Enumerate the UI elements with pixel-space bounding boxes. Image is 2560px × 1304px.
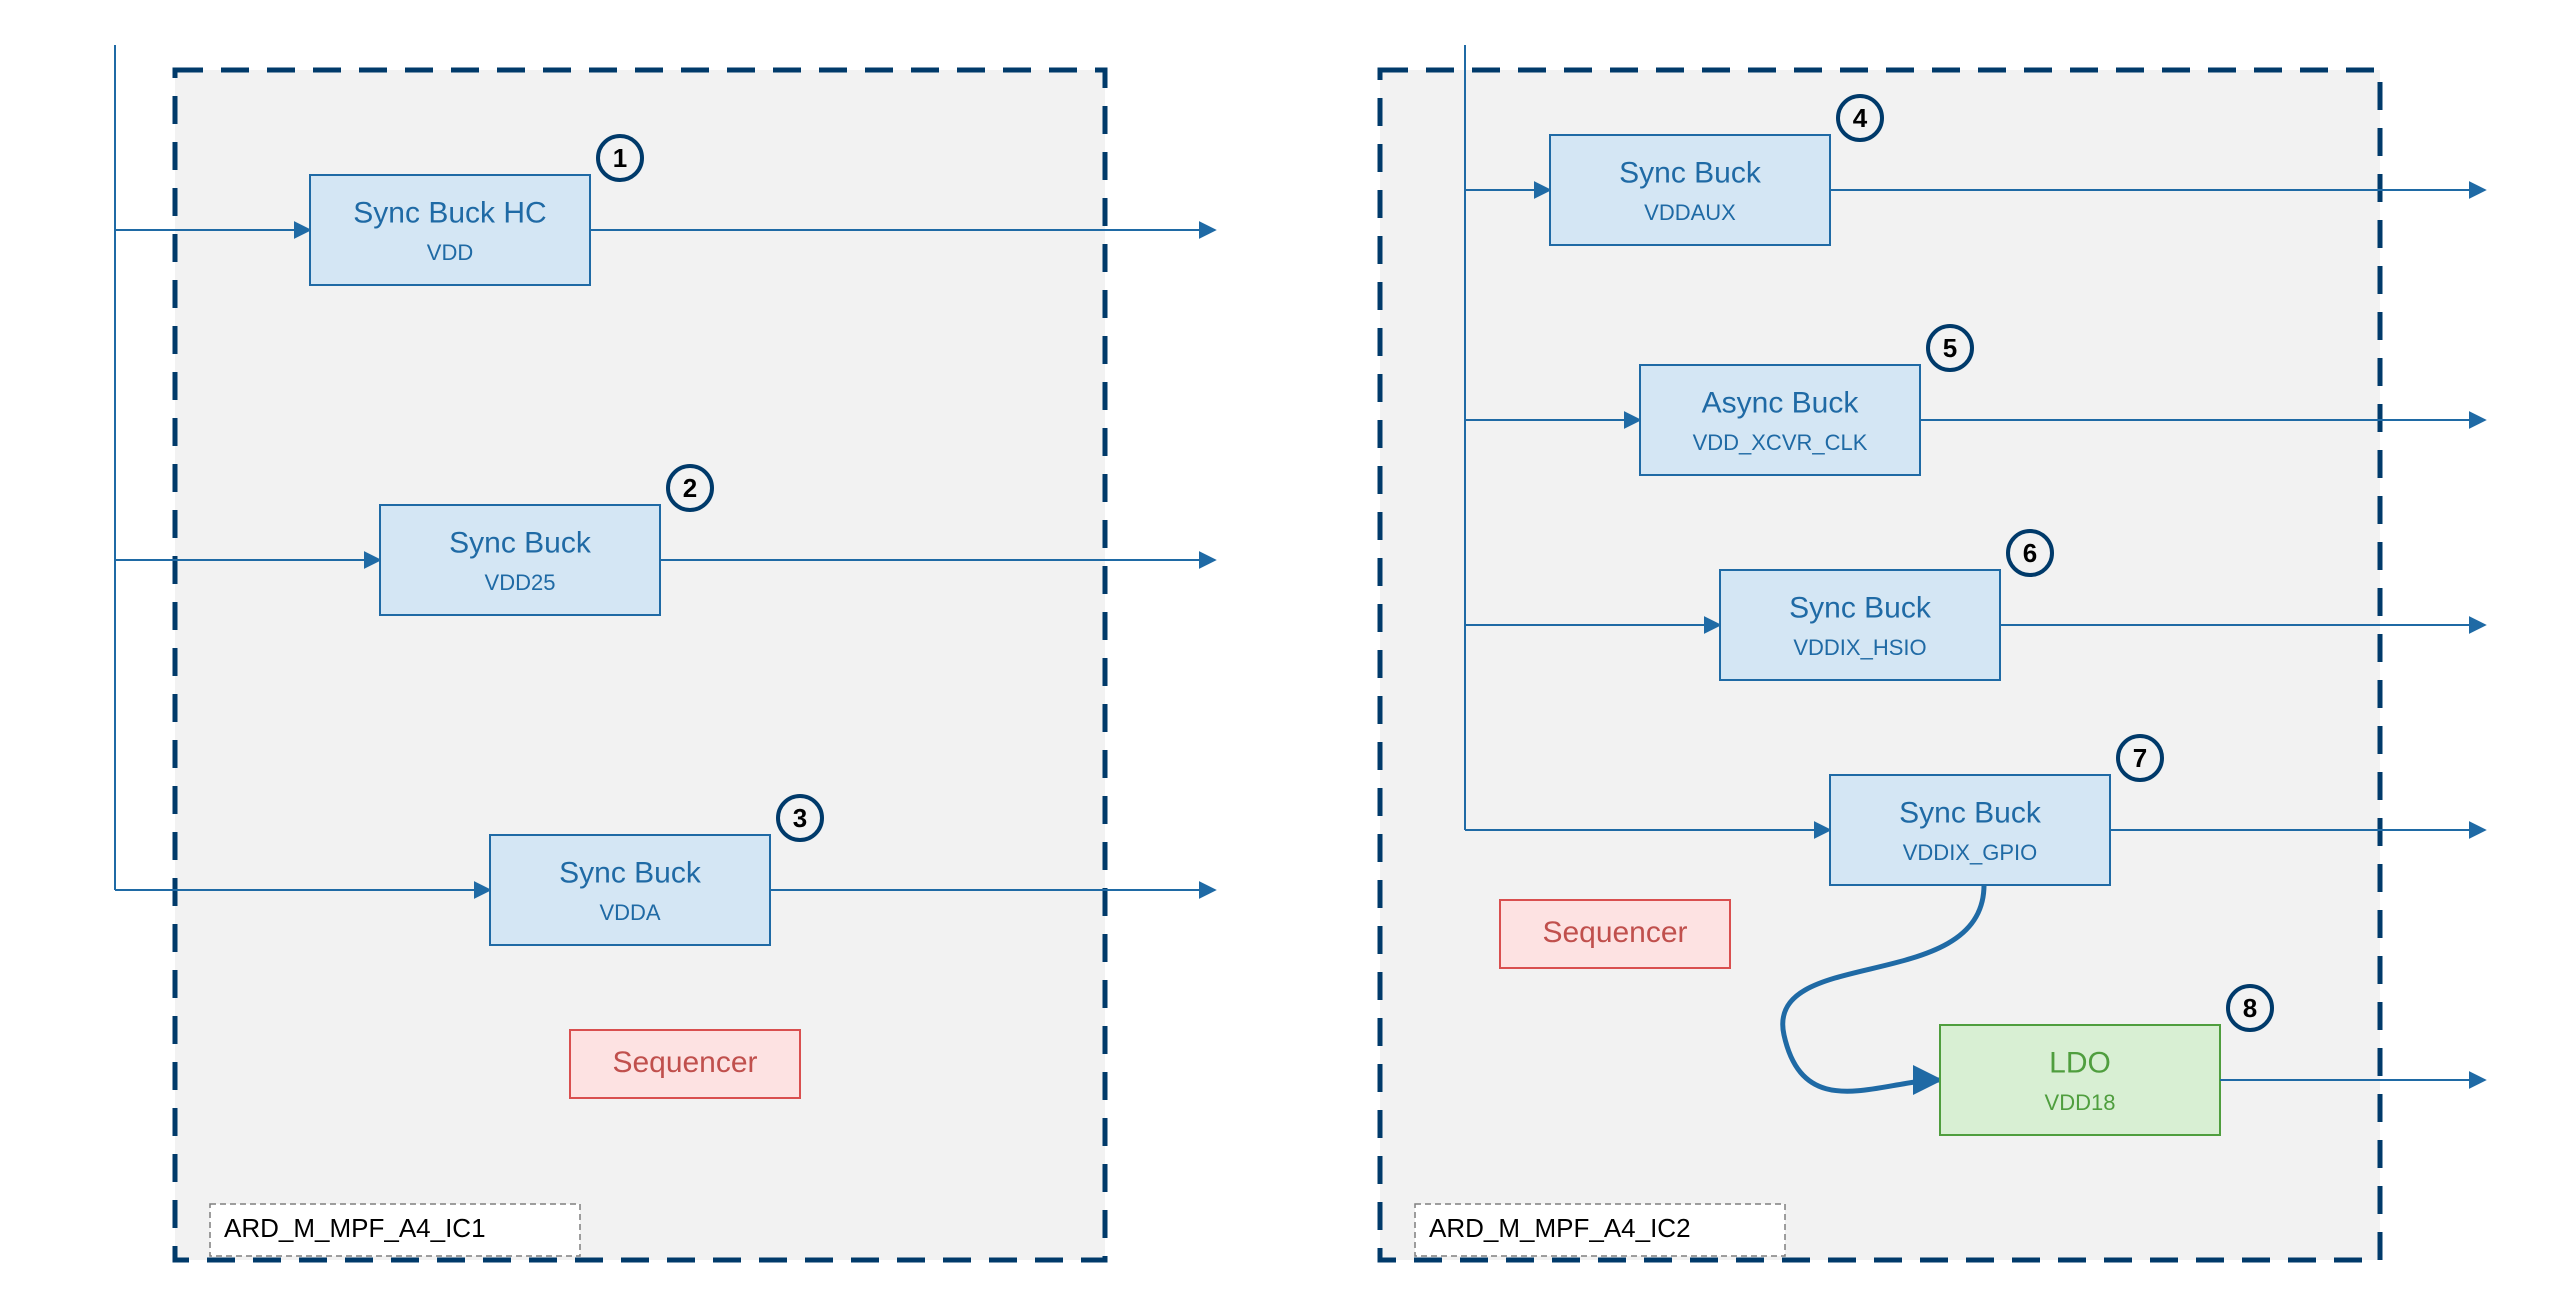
ic1-vdda-sub: VDDA: [599, 900, 660, 925]
ic2-vddaux-sub: VDDAUX: [1644, 200, 1736, 225]
ic2-vddixgpio-title: Sync Buck: [1899, 797, 2042, 830]
ic2-vddixhsio-title: Sync Buck: [1789, 592, 1932, 625]
ic2-sequencer-label: Sequencer: [1542, 916, 1687, 949]
ic2-vddixhsio-block: [1720, 570, 2000, 680]
ic1-vdda-block: [490, 835, 770, 945]
ic2-vddixgpio-block: [1830, 775, 2110, 885]
ic1-vdd25-badge-num: 2: [683, 473, 697, 503]
ic2-ldo-sub: VDD18: [2045, 1090, 2116, 1115]
ic2-vddaux-badge-num: 4: [1853, 103, 1868, 133]
ic2-vddixhsio-sub: VDDIX_HSIO: [1793, 635, 1926, 660]
ic2-ldo-title: LDO: [2049, 1047, 2111, 1080]
ic2-vddxcvrclk-block: [1640, 365, 1920, 475]
ic2-vddixgpio-badge-num: 7: [2133, 743, 2147, 773]
ic2-label: ARD_M_MPF_A4_IC2: [1429, 1213, 1691, 1243]
ic1-vdda-title: Sync Buck: [559, 857, 702, 890]
ic1-vdd-title: Sync Buck HC: [353, 197, 546, 230]
ic2-vddaux-title: Sync Buck: [1619, 157, 1762, 190]
ic2-vddxcvrclk-title: Async Buck: [1702, 387, 1860, 420]
ic1-vdd25-title: Sync Buck: [449, 527, 592, 560]
ic1-vdd-block: [310, 175, 590, 285]
ic1-vdd25-block: [380, 505, 660, 615]
ic2-ldo-block: [1940, 1025, 2220, 1135]
ic1-label: ARD_M_MPF_A4_IC1: [224, 1213, 486, 1243]
ic2-vddxcvrclk-badge-num: 5: [1943, 333, 1957, 363]
ic2-vddxcvrclk-sub: VDD_XCVR_CLK: [1693, 430, 1868, 455]
ic1-vdd-sub: VDD: [427, 240, 473, 265]
ic2-vddixhsio-badge-num: 6: [2023, 538, 2037, 568]
ic1-sequencer-label: Sequencer: [612, 1046, 757, 1079]
ic2-vddixgpio-sub: VDDIX_GPIO: [1903, 840, 2037, 865]
power-diagram: Sync Buck HC VDD 1 Sync Buck VDD25 2 Sync Buck…: [0, 0, 2560, 1304]
ic2-ldo-badge-num: 8: [2243, 993, 2257, 1023]
ic2-vddaux-block: [1550, 135, 1830, 245]
ic1-vdd25-sub: VDD25: [485, 570, 556, 595]
ic1-vdda-badge-num: 3: [793, 803, 807, 833]
ic1-vdd-badge-num: 1: [613, 143, 627, 173]
